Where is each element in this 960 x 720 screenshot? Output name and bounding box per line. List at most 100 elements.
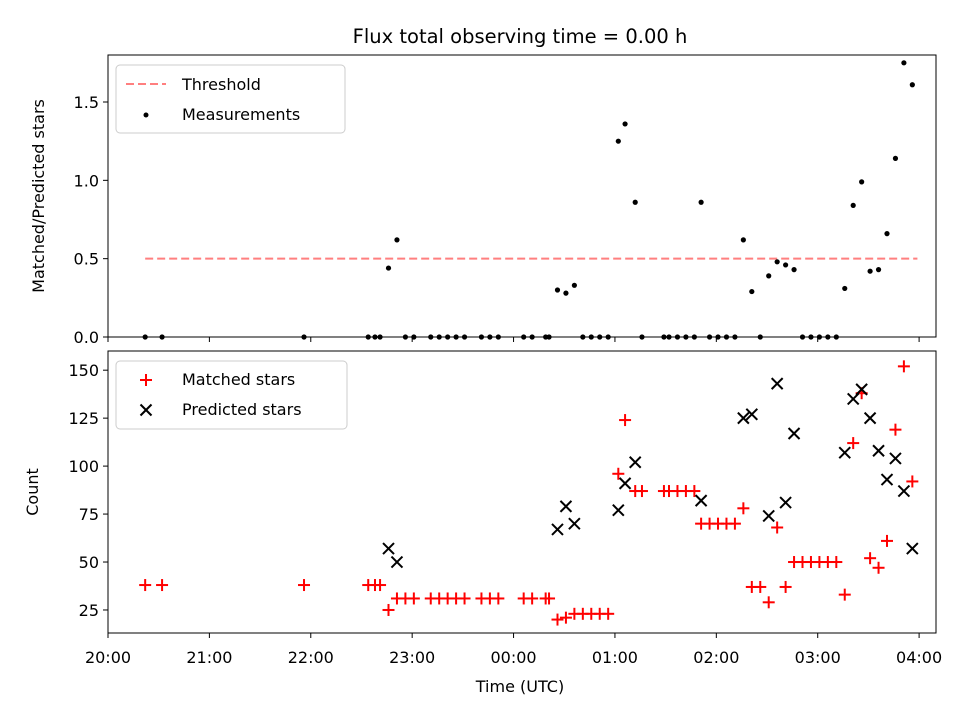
matched-star-point: [382, 603, 395, 616]
predicted-star-point: [872, 444, 885, 457]
legend-threshold-label: Threshold: [181, 75, 261, 94]
matched-star-point: [298, 579, 311, 592]
measurement-point: [867, 268, 873, 274]
bottom-x-tick-label: 21:00: [186, 648, 232, 667]
matched-star-point: [762, 596, 775, 609]
measurement-point: [850, 202, 856, 208]
matched-star-point: [543, 592, 556, 605]
measurement-point: [394, 237, 400, 243]
predicted-star-point: [382, 542, 395, 555]
legend-predicted-swatch: [139, 403, 153, 417]
matched-star-point: [847, 437, 860, 450]
bottom-x-tick-label: 00:00: [490, 648, 536, 667]
matched-star-point: [492, 592, 505, 605]
matched-star-point: [602, 607, 615, 620]
top-y-axis: 0.0 0.5 1.0 1.5: [74, 93, 108, 347]
legend-measurements-swatch: [143, 112, 149, 118]
bottom-x-tick-label: 20:00: [85, 648, 131, 667]
bottom-legend-box: [115, 360, 348, 430]
top-y-tick-label: 0.0: [74, 328, 99, 347]
top-y-tick-label: 1.5: [74, 93, 99, 112]
predicted-star-point: [745, 408, 759, 421]
predicted-star-point: [770, 377, 784, 390]
measurement-point: [563, 290, 569, 296]
matched-star-point: [612, 467, 625, 480]
matched-star-point: [688, 485, 701, 498]
legend-predicted-marker: [139, 403, 153, 417]
bottom-y-tick-label: 50: [79, 553, 99, 572]
predicted-star-point: [762, 509, 775, 523]
predicted-star-point: [863, 411, 877, 425]
bottom-x-tick-label: 04:00: [896, 648, 942, 667]
predicted-star-point: [694, 494, 708, 507]
measurement-point: [909, 82, 915, 88]
predicted-star-point: [880, 473, 894, 486]
matched-star-point: [838, 588, 851, 601]
bottom-panel: 25 50 75 100 125 150 20:00 21:00 22:00 23:00 00:0…: [23, 350, 942, 696]
bottom-y-axis: 25 50 75 100 125 150: [68, 361, 108, 620]
bottom-x-axis-label: Time (UTC): [475, 677, 564, 696]
predicted-star-point: [618, 477, 632, 490]
bottom-y-tick-label: 125: [68, 409, 99, 428]
top-y-tick-label: 0.5: [74, 250, 99, 269]
measurement-point: [571, 282, 577, 288]
legend-matched-label: Matched stars: [182, 370, 295, 389]
measurement-point: [385, 265, 392, 271]
predicted-star-point: [568, 517, 581, 530]
matched-star-point: [889, 423, 902, 436]
predicted-star-point: [737, 411, 750, 425]
predicted-star-point: [906, 542, 919, 555]
matched-star-point: [728, 517, 741, 530]
predicted-star-point: [612, 504, 625, 517]
top-panel: 0.0 0.5 1.0 1.5 Matched/Predicted stars Thr…: [29, 54, 937, 347]
matched-star-point: [830, 556, 843, 569]
matched-star-point: [619, 414, 632, 427]
matched-star-point: [526, 592, 539, 605]
bottom-y-tick-label: 75: [79, 505, 99, 524]
bottom-x-axis: 20:00 21:00 22:00 23:00 00:00 01:00 02:00 03:00…: [85, 633, 942, 667]
bottom-legend: Matched stars Predicted stars: [115, 360, 348, 430]
predicted-star-point: [629, 456, 642, 469]
matched-star-point: [458, 592, 471, 605]
measurement-point: [791, 267, 797, 273]
bottom-y-tick-label: 100: [68, 457, 99, 476]
top-legend-box: [115, 64, 346, 134]
legend-matched-swatch: [140, 374, 152, 386]
measurement-point: [698, 199, 704, 205]
top-plot-frame: [107, 54, 937, 338]
matched-star-point: [872, 561, 885, 574]
legend-measurements-label: Measurements: [182, 105, 300, 124]
matched-star-point: [635, 485, 648, 498]
matched-star-point: [897, 360, 910, 373]
bottom-plot-content: [139, 360, 919, 626]
bottom-y-tick-label: 150: [68, 361, 99, 380]
top-y-tick-label: 1.0: [74, 171, 99, 190]
measurement-point: [884, 231, 890, 237]
measurement-point: [892, 155, 899, 161]
top-y-axis-label: Matched/Predicted stars: [29, 99, 48, 293]
measurement-point: [774, 259, 780, 265]
predicted-star-point: [787, 427, 801, 440]
legend-predicted-label: Predicted stars: [182, 400, 302, 419]
predicted-star-point: [390, 555, 404, 569]
measurement-point: [749, 288, 755, 295]
matched-star-point: [559, 611, 572, 624]
top-chart-title: Flux total observing time = 0.00 h: [353, 25, 688, 48]
predicted-star-point: [559, 500, 573, 513]
matched-star-point: [771, 521, 784, 534]
bottom-y-tick-label: 25: [79, 601, 99, 620]
legend-matched-marker: [140, 374, 152, 386]
bottom-plot-frame: [107, 350, 937, 634]
matched-star-point: [906, 475, 919, 488]
matched-star-point: [156, 579, 169, 592]
measurement-point: [875, 267, 882, 273]
bottom-x-tick-label: 02:00: [693, 648, 739, 667]
predicted-star-point: [838, 446, 851, 459]
measurement-point: [901, 60, 907, 66]
matched-star-point: [551, 613, 564, 626]
top-plot-content: [142, 60, 918, 340]
matched-star-point: [139, 579, 152, 592]
matched-star-point: [880, 534, 893, 547]
matched-star-point: [737, 502, 750, 515]
